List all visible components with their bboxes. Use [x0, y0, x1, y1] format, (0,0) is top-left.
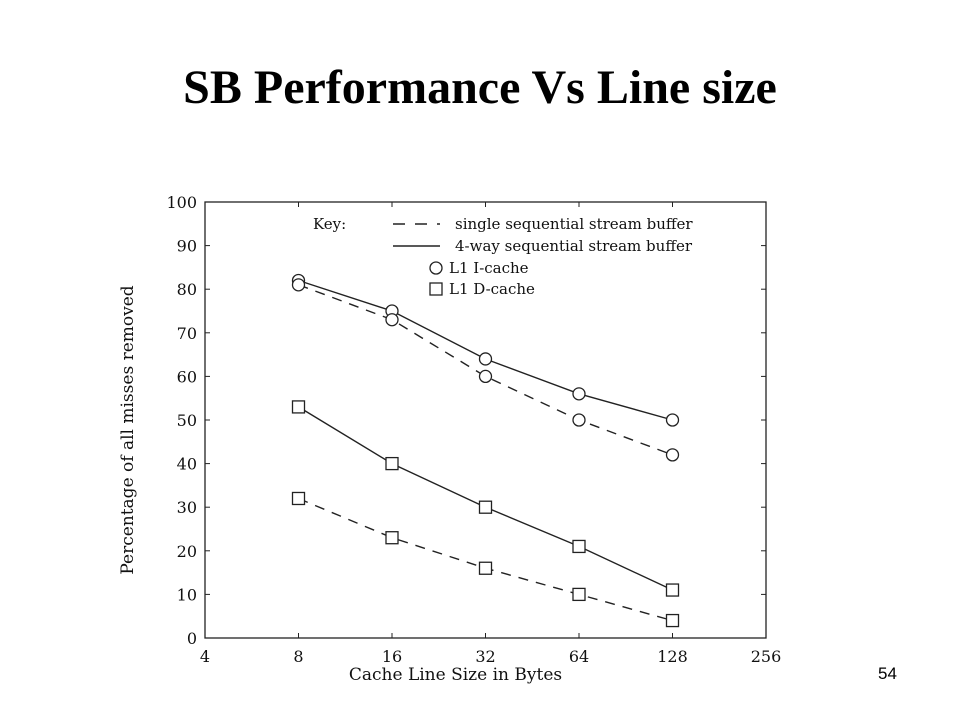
data-point-square: [478, 561, 493, 575]
series-4: [291, 491, 680, 628]
series-line: [298, 279, 673, 421]
data-point-square: [572, 587, 586, 602]
x-tick-label: 32: [475, 647, 495, 666]
data-point-square: [385, 531, 399, 545]
data-point-circle: [665, 413, 680, 427]
y-tick-label: 80: [177, 280, 197, 299]
y-tick-label: 60: [177, 367, 197, 386]
data-point-circle: [572, 413, 586, 427]
legend-entry-1: single sequential stream buffer: [393, 215, 693, 233]
series-2: [291, 278, 680, 462]
page-number: 54: [878, 664, 897, 683]
data-point-circle: [478, 369, 493, 384]
data-point-circle: [478, 352, 493, 366]
data-point-circle: [385, 313, 399, 327]
series-line: [298, 497, 673, 622]
series-3: [291, 400, 680, 597]
slide-title: SB Performance Vs Line size: [183, 61, 777, 114]
data-point-square: [572, 539, 586, 554]
y-tick-label: 70: [177, 324, 197, 343]
x-tick-label: 8: [293, 647, 303, 666]
x-tick-label: 16: [382, 647, 402, 666]
legend: Key: single sequential stream buffer 4-way…: [313, 215, 693, 298]
data-point-square: [291, 400, 306, 414]
x-tick-label: 4: [200, 647, 210, 666]
data-point-square: [291, 491, 306, 506]
legend-label: L1 I-cache: [449, 259, 529, 277]
legend-entry-3: L1 I-cache: [429, 259, 529, 277]
data-point-square: [665, 583, 680, 597]
axes: 0 10 20 30 40 50 60 70 80 90 100 4 8 16 32 64 128 256 Cach…: [118, 193, 781, 685]
legend-label: L1 D-cache: [449, 280, 535, 298]
data-point-square: [478, 500, 493, 514]
data-point-circle: [665, 448, 680, 462]
y-tick-label: 50: [177, 411, 197, 430]
data-point-square: [385, 456, 399, 471]
legend-title: Key:: [313, 215, 346, 233]
x-tick-label: 64: [569, 647, 589, 666]
x-axis-label: Cache Line Size in Bytes: [349, 665, 562, 685]
y-tick-label: 10: [177, 585, 197, 604]
data-point-circle: [572, 387, 586, 401]
legend-swatch-square: [429, 282, 443, 296]
y-tick-label: 40: [177, 455, 197, 474]
series-1: [291, 273, 680, 427]
legend-entry-2: 4-way sequential stream buffer: [393, 237, 693, 255]
x-tick-label: 256: [751, 647, 782, 666]
y-tick-label: 0: [187, 629, 197, 648]
y-tick-label: 30: [177, 498, 197, 517]
series-group: [291, 273, 680, 628]
legend-entry-4: L1 D-cache: [429, 280, 535, 298]
series-line: [298, 284, 673, 456]
y-tick-label: 20: [177, 542, 197, 561]
data-point-circle: [291, 278, 306, 292]
legend-label: 4-way sequential stream buffer: [455, 237, 693, 255]
y-axis-label: Percentage of all misses removed: [118, 285, 138, 574]
legend-label: single sequential stream buffer: [455, 215, 693, 233]
y-tick-label: 100: [166, 193, 197, 212]
legend-swatch-circle: [429, 261, 443, 275]
y-tick-label: 90: [177, 237, 197, 256]
x-tick-label: 128: [657, 647, 688, 666]
data-point-square: [665, 613, 680, 628]
